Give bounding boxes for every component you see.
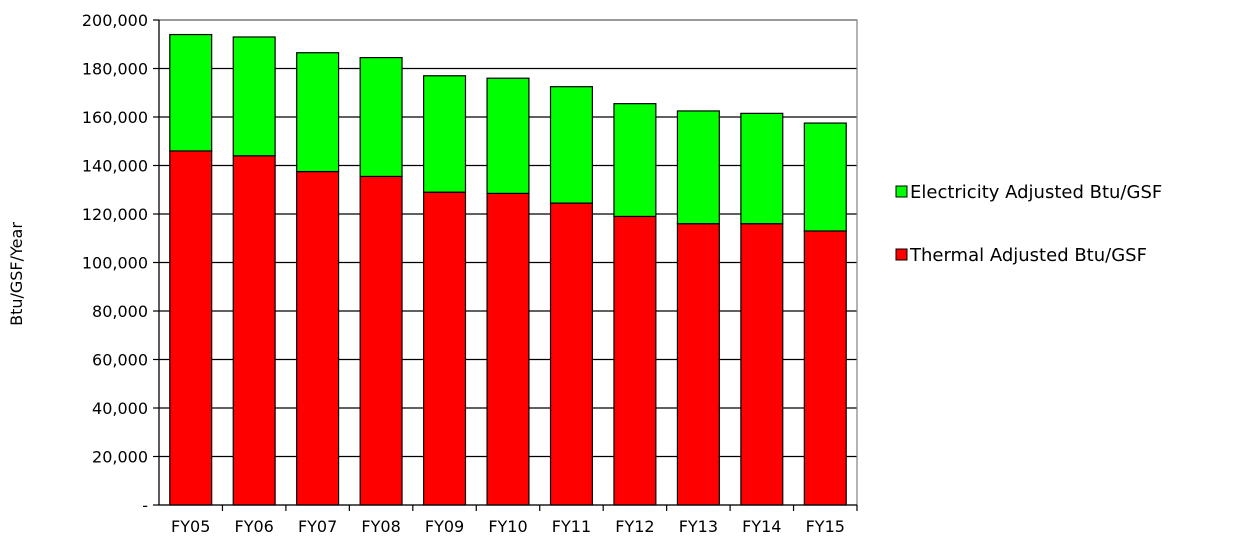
- x-tick-label: FY15: [806, 517, 845, 536]
- y-tick-label: 20,000: [92, 448, 148, 467]
- y-tick-label: -: [142, 496, 148, 515]
- y-tick-label: 120,000: [82, 205, 148, 224]
- y-axis-label: Btu/GSF/Year: [7, 222, 26, 326]
- y-tick-label: 40,000: [92, 399, 148, 418]
- legend-swatch-electricity: [895, 185, 908, 198]
- y-tick-label: 180,000: [82, 60, 148, 79]
- bar-electricity-fy08: [359, 56, 403, 178]
- x-tick-label: FY10: [488, 517, 527, 536]
- bar-electricity-fy06: [232, 36, 276, 157]
- legend-label-electricity: Electricity Adjusted Btu/GSF: [910, 182, 1162, 203]
- bar-thermal-fy14: [740, 223, 784, 506]
- x-tick-label: FY06: [235, 517, 274, 536]
- x-tick-label: FY14: [742, 517, 781, 536]
- bar-thermal-fy12: [613, 215, 657, 506]
- bar-thermal-fy15: [803, 230, 847, 506]
- x-tick-label: FY08: [361, 517, 400, 536]
- y-tick-label: 100,000: [82, 254, 148, 273]
- x-tick-label: FY05: [171, 517, 210, 536]
- bar-electricity-fy12: [613, 103, 657, 218]
- legend-label-thermal: Thermal Adjusted Btu/GSF: [909, 245, 1147, 266]
- legend-swatch-thermal: [895, 248, 908, 261]
- bar-thermal-fy13: [676, 223, 720, 506]
- bar-thermal-fy09: [423, 191, 467, 506]
- bar-thermal-fy05: [169, 150, 213, 506]
- x-tick-label: FY12: [615, 517, 654, 536]
- legend: Electricity Adjusted Btu/GSF Thermal Adju…: [895, 182, 1162, 266]
- bar-electricity-fy10: [486, 77, 530, 194]
- y-tick-label: 160,000: [82, 108, 148, 127]
- bar-thermal-fy08: [359, 175, 403, 506]
- bar-electricity-fy05: [169, 33, 213, 152]
- y-tick-label: 60,000: [92, 351, 148, 370]
- y-tick-labels: - 20,000 40,000 60,000 80,000 100,000 120,000 1…: [82, 11, 159, 515]
- x-tick-label: FY13: [679, 517, 718, 536]
- bar-electricity-fy15: [803, 122, 847, 232]
- x-tick-label: FY11: [552, 517, 591, 536]
- bar-electricity-fy09: [423, 75, 467, 193]
- bars: [169, 33, 847, 506]
- bar-thermal-fy07: [296, 170, 340, 506]
- bar-electricity-fy11: [549, 86, 593, 204]
- bar-thermal-fy10: [486, 192, 530, 506]
- bar-electricity-fy14: [740, 112, 784, 225]
- y-tick-label: 140,000: [82, 157, 148, 176]
- x-tick-label: FY09: [425, 517, 464, 536]
- bar-electricity-fy13: [676, 110, 720, 225]
- bar-electricity-fy07: [296, 52, 340, 173]
- bar-thermal-fy06: [232, 155, 276, 506]
- x-tick-labels: FY05 FY06 FY07 FY08 FY09 FY10 FY11 FY12 FY13 FY14…: [171, 505, 858, 536]
- y-tick-label: 200,000: [82, 11, 148, 30]
- y-tick-label: 80,000: [92, 302, 148, 321]
- bar-thermal-fy11: [549, 202, 593, 506]
- x-tick-label: FY07: [298, 517, 337, 536]
